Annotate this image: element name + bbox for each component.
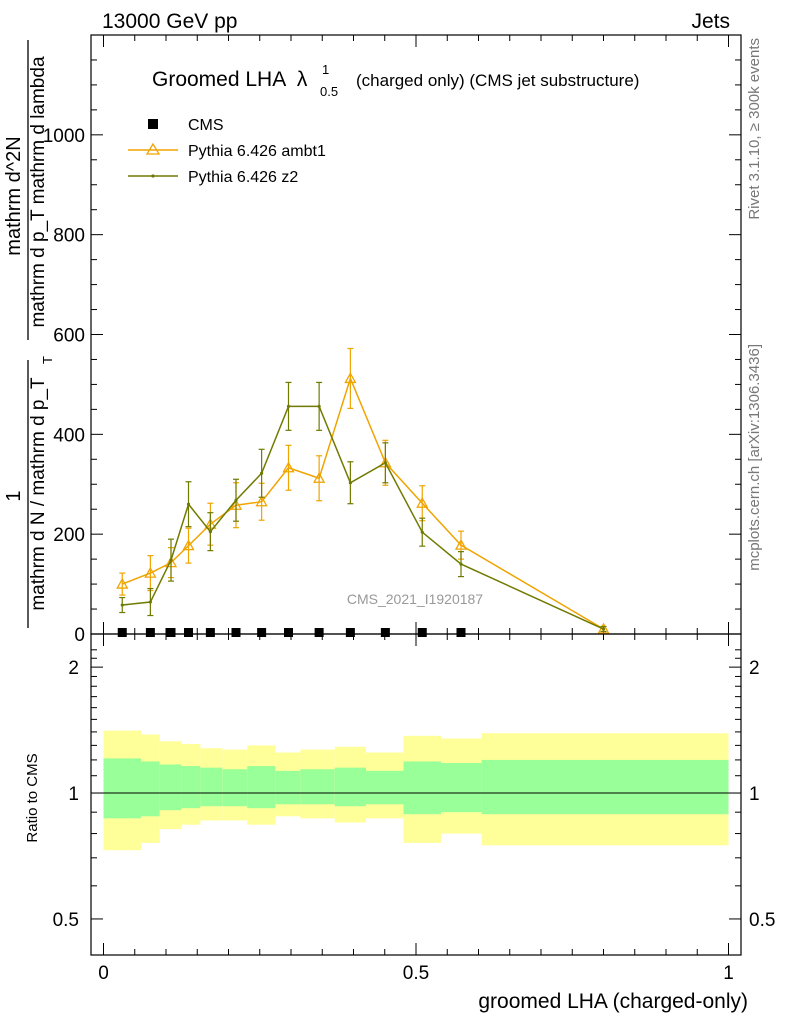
ratio-inner-band — [247, 766, 276, 809]
ratio-inner-band — [200, 767, 223, 807]
cms-data-point — [380, 628, 390, 638]
ratio-inner-band — [481, 759, 729, 815]
data-point-ambt1 — [255, 495, 268, 507]
ratio-inner-band — [103, 758, 141, 819]
data-point-z2 — [459, 562, 463, 566]
legend-z2-label: Pythia 6.426 z2 — [188, 169, 298, 186]
ratio-inner-band — [403, 761, 441, 815]
data-point-z2 — [208, 530, 212, 534]
cms-data-point — [145, 628, 155, 638]
ratio-inner-band — [334, 767, 366, 807]
data-point-ambt1 — [416, 496, 429, 508]
rivet-label: Rivet 3.1.10, ≥ 300k events — [746, 38, 763, 220]
legend-ambt1-label: Pythia 6.426 ambt1 — [188, 143, 326, 160]
data-point-z2 — [286, 404, 291, 408]
y-label-subscript: T — [40, 356, 55, 364]
cms-data-point — [314, 628, 324, 638]
data-point-z2 — [383, 461, 387, 465]
data-point-z2 — [169, 558, 173, 562]
main-data-layer — [116, 347, 610, 638]
cms-data-point — [205, 628, 215, 638]
y-tick-label: 800 — [53, 226, 85, 247]
x-axis-label: groomed LHA (charged-only) — [478, 990, 748, 1013]
ratio-y-tick-label-right: 0.5 — [749, 910, 775, 931]
chart-title-superscript: 1 — [322, 62, 329, 77]
data-point-ambt1 — [116, 577, 129, 589]
ratio-y-tick-label-left: 1 — [68, 784, 79, 805]
cms-data-point — [345, 628, 355, 638]
data-point-z2 — [120, 603, 124, 607]
cms-data-point — [166, 628, 176, 638]
ratio-y-tick-label-left: 2 — [68, 658, 79, 679]
y-label-right-denominator: mathrm d p_T mathrm d lambda — [28, 56, 49, 327]
y-tick-label: 0 — [74, 625, 85, 646]
cms-data-point — [257, 628, 267, 638]
ratio-inner-band — [366, 770, 404, 805]
x-tick-label: 0.5 — [403, 963, 429, 984]
data-point-z2 — [601, 627, 606, 631]
data-point-z2 — [420, 530, 424, 534]
ratio-y-tick-label-right: 2 — [749, 658, 760, 679]
data-point-z2 — [234, 498, 238, 502]
ratio-inner-band — [275, 770, 301, 805]
x-tick-label: 0 — [98, 963, 109, 984]
y-label-numerator: 1 — [3, 490, 25, 501]
ratio-inner-band — [159, 764, 182, 811]
series-line-ambt1 — [121, 376, 604, 630]
data-point-z2 — [348, 481, 352, 485]
y-label-denominator: mathrm d N / mathrm d p_T — [28, 377, 49, 611]
cms-data-point — [117, 628, 127, 638]
cms-data-point — [417, 628, 427, 638]
ratio-inner-band — [222, 769, 248, 807]
y-tick-label: 1000 — [43, 126, 85, 147]
cms-data-point — [184, 628, 193, 638]
data-point-ambt1 — [144, 566, 157, 578]
data-point-ambt1 — [344, 372, 357, 384]
y-axis-label: 1 mathrm d N / mathrm d p_T T mathrm d^2… — [3, 40, 55, 628]
y-tick-label: 600 — [53, 326, 85, 347]
legend: CMS Pythia 6.426 ambt1 Pythia 6.426 z2 — [128, 117, 326, 186]
y-tick-label: 200 — [53, 525, 85, 546]
y-tick-label: 400 — [53, 425, 85, 446]
legend-cms-label: CMS — [188, 117, 224, 134]
ratio-inner-band — [441, 762, 482, 813]
cms-data-point — [456, 628, 466, 638]
legend-ambt1-marker — [145, 142, 161, 155]
chart-title: Groomed LHA λ — [152, 68, 308, 91]
main-plot-area: 0 200 400 600 800 1000 — [43, 34, 742, 646]
ratio-plot-area: 0.5 0.5 1 1 2 2 0 0.5 1 — [53, 633, 775, 984]
ratio-inner-band — [141, 761, 160, 817]
chart-title-subscript: 0.5 — [320, 84, 338, 99]
ratio-y-tick-label-left: 0.5 — [53, 910, 79, 931]
legend-z2-marker — [151, 174, 155, 178]
legend-cms-marker — [148, 119, 158, 129]
data-point-ambt1 — [454, 538, 468, 550]
ratio-inner-band — [181, 766, 201, 809]
ratio-inner-band — [300, 769, 335, 805]
data-point-ambt1 — [282, 461, 295, 473]
header-left: 13000 GeV pp — [102, 10, 237, 33]
series-line-z2 — [122, 405, 604, 630]
cms-data-point — [231, 628, 241, 638]
watermark: CMS_2021_I1920187 — [347, 591, 483, 607]
mcplots-label: mcplots.cern.ch [arXiv:1306.3436] — [746, 344, 763, 571]
x-tick-label: 1 — [723, 963, 734, 984]
header-right: Jets — [691, 10, 730, 33]
data-point-z2 — [148, 600, 152, 604]
y-label-right-numerator: mathrm d^2N — [3, 136, 25, 255]
ratio-band-layer — [103, 730, 729, 851]
chart-title-suffix: (charged only) (CMS jet substructure) — [356, 71, 639, 90]
ratio-y-label: Ratio to CMS — [24, 753, 41, 842]
data-point-ambt1 — [313, 471, 326, 483]
ratio-y-tick-label-right: 1 — [749, 784, 760, 805]
data-point-z2 — [317, 404, 321, 408]
data-point-z2 — [260, 471, 264, 475]
chart-title-symbol: λ — [297, 68, 308, 91]
chart-title-text: Groomed LHA — [152, 68, 286, 91]
cms-data-point — [284, 628, 293, 638]
data-point-z2 — [186, 502, 191, 506]
data-point-ambt1 — [182, 539, 195, 551]
